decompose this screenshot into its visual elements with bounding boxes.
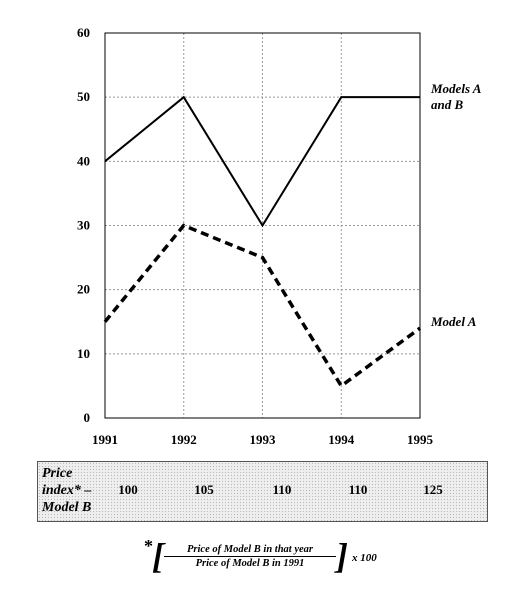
series-line-1 <box>104 95 420 228</box>
y-tick-label: 30 <box>77 218 90 233</box>
formula-fraction: Price of Model B in that year Price of M… <box>164 544 336 569</box>
y-tick-label: 10 <box>77 346 90 361</box>
price-index-formula: * [ Price of Model B in that year Price … <box>144 536 404 576</box>
formula-multiplier: x 100 <box>352 552 377 564</box>
y-axis-ticks: 0 10 20 30 40 50 60 <box>77 25 90 425</box>
price-index-value-1992: 105 <box>194 482 214 497</box>
formula-numerator: Price of Model B in that year <box>164 544 336 557</box>
series-lines <box>103 95 422 389</box>
price-index-value-1994: 110 <box>348 482 368 497</box>
y-tick-label: 60 <box>77 25 90 40</box>
left-bracket: [ <box>152 536 164 576</box>
footnote-star: * <box>144 536 153 556</box>
y-tick-label: 0 <box>84 410 91 425</box>
y-tick-label: 40 <box>77 153 90 168</box>
plot-area <box>104 32 421 419</box>
series-label: Models A <box>430 81 482 96</box>
series-label: and B <box>431 97 463 112</box>
x-tick-label: 1991 <box>92 432 118 447</box>
formula-denominator: Price of Model B in 1991 <box>195 558 305 569</box>
price-index-table: Price index* – Model B 100 105 110 110 1… <box>37 461 488 522</box>
y-tick-label: 50 <box>77 89 90 104</box>
x-tick-label: 1995 <box>407 432 434 447</box>
series-label: Model A <box>430 314 477 329</box>
x-tick-label: 1992 <box>171 432 197 447</box>
price-index-label-line: index* – <box>42 483 92 498</box>
price-index-label-line: Model B <box>42 500 92 515</box>
price-index-label-line: Price <box>42 466 73 481</box>
x-tick-label: 1993 <box>250 432 277 447</box>
price-index-value-1991: 100 <box>118 482 138 497</box>
right-bracket: ] <box>336 536 348 576</box>
x-axis-ticks: 1991 1992 1993 1994 1995 <box>92 432 434 447</box>
price-index-label: Price index* – Model B <box>42 465 112 516</box>
price-index-value-1993: 110 <box>272 482 292 497</box>
x-tick-label: 1994 <box>328 432 355 447</box>
series-line-2 <box>103 223 422 389</box>
y-tick-label: 20 <box>77 282 90 297</box>
chart: 0 10 20 30 40 50 60 1991 1992 1993 1994 1995 Model… <box>77 25 482 447</box>
price-index-value-1995: 125 <box>423 482 443 497</box>
